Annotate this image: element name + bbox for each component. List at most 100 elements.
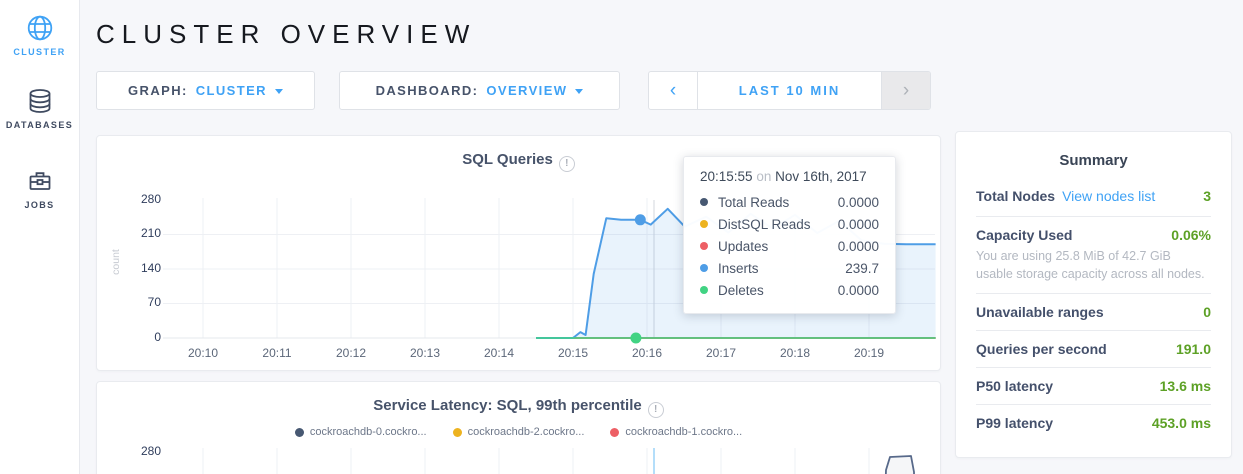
y-tick-label: 140 (140, 260, 161, 275)
info-icon[interactable]: ! (647, 402, 664, 418)
x-tick-label: 20:14 (483, 346, 515, 360)
view-nodes-list-link[interactable]: View nodes list (1062, 188, 1156, 204)
summary-row-capacity-used: Capacity Used 0.06% You are using 25.8 M… (976, 216, 1211, 293)
sidebar-item-label: JOBS (24, 200, 55, 210)
tooltip-row-value: 0.0000 (837, 238, 879, 254)
time-range-selector: ‹ LAST 10 MIN › (648, 71, 931, 110)
x-tick-label: 20:15 (557, 346, 589, 360)
summary-row-unavailable-ranges: Unavailable ranges 0 (976, 293, 1211, 330)
summary-row-label: Total Nodes (976, 188, 1056, 204)
sidebar-item-label: CLUSTER (13, 47, 66, 57)
node0-dot-icon (294, 427, 304, 437)
x-tick-label: 20:12 (335, 346, 367, 360)
tooltip-row: Updates 0.0000 (700, 235, 879, 257)
summary-row-value: 0 (1203, 304, 1211, 320)
service-latency-title: Service Latency: SQL, 99th percentile (373, 397, 642, 414)
x-tick-label: 20:16 (631, 346, 663, 360)
summary-row-value: 0.06% (1171, 227, 1211, 243)
tooltip-row: Deletes 0.0000 (700, 279, 879, 301)
total-reads-dot-icon (700, 198, 708, 206)
x-tick-label: 20:10 (187, 346, 219, 360)
node2-dot-icon (452, 427, 462, 437)
graph-dropdown-label: GRAPH: (128, 83, 188, 98)
briefcase-icon (29, 172, 50, 190)
chart-hover-tooltip: 20:15:55 on Nov 16th, 2017 Total Reads 0… (683, 156, 896, 314)
chevron-down-icon (274, 88, 283, 94)
legend-label: cockroachdb-1.cockro... (625, 426, 743, 438)
summary-row-queries-per-second: Queries per second 191.0 (976, 330, 1211, 367)
tooltip-row-label: Total Reads (718, 194, 790, 210)
chart-legend: cockroachdb-0.cockro... cockroachdb-2.co… (97, 426, 940, 438)
distsql-reads-dot-icon (700, 220, 708, 228)
graph-dropdown-value: CLUSTER (195, 83, 267, 98)
globe-icon (27, 15, 52, 41)
summary-row-p99-latency: P99 latency 453.0 ms (976, 404, 1211, 441)
tooltip-row: DistSQL Reads 0.0000 (700, 213, 879, 235)
y-tick-label: 210 (140, 226, 161, 241)
time-range-value[interactable]: LAST 10 MIN (697, 72, 882, 109)
updates-dot-icon (700, 242, 708, 250)
inserts-dot-icon (700, 264, 708, 272)
summary-row-label: Unavailable ranges (976, 304, 1104, 320)
summary-row-label: Queries per second (976, 341, 1107, 357)
legend-item-node0[interactable]: cockroachdb-0.cockro... (294, 426, 427, 438)
tooltip-on: on (756, 169, 772, 184)
chart-title: SQL Queries! (97, 136, 940, 172)
tooltip-row-value: 0.0000 (837, 282, 879, 298)
tooltip-time: 20:15:55 (700, 169, 753, 184)
summary-row-value: 191.0 (1175, 341, 1211, 357)
tooltip-row-value: 239.7 (845, 260, 879, 276)
y-tick-label: 0 (154, 330, 161, 344)
tooltip-row-label: Deletes (718, 282, 764, 298)
x-tick-label: 20:17 (705, 346, 737, 360)
summary-row-label: P99 latency (976, 415, 1054, 431)
deletes-dot-icon (700, 286, 708, 294)
dashboard-dropdown[interactable]: DASHBOARD: OVERVIEW (339, 71, 620, 110)
node1-dot-icon (610, 427, 620, 437)
legend-label: cockroachdb-2.cockro... (467, 426, 585, 438)
time-range-prev-button[interactable]: ‹ (669, 79, 677, 101)
summary-row-value: 3 (1203, 188, 1211, 204)
y-tick-label: 70 (147, 295, 161, 310)
x-tick-label: 20:13 (409, 346, 441, 360)
y-tick-label: 280 (140, 444, 161, 458)
hover-marker-inserts (634, 214, 646, 226)
tooltip-row-label: DistSQL Reads (718, 216, 811, 232)
summary-row-label: P50 latency (976, 378, 1054, 394)
sidebar-item-jobs[interactable]: JOBS (0, 166, 79, 210)
tooltip-row-value: 0.0000 (837, 216, 879, 232)
y-tick-label: 280 (140, 191, 161, 206)
summary-row-total-nodes: Total Nodes View nodes list 3 (976, 178, 1211, 216)
x-tick-label: 20:11 (262, 346, 292, 360)
legend-label: cockroachdb-0.cockro... (309, 426, 427, 438)
x-tick-label: 20:18 (779, 346, 811, 360)
service-latency-chart-card: Service Latency: SQL, 99th percentile! c… (96, 381, 941, 474)
tooltip-date: Nov 16th, 2017 (775, 169, 867, 184)
sidebar: CLUSTER DATABASES (0, 0, 80, 474)
page-title: CLUSTER OVERVIEW (96, 19, 477, 49)
sidebar-item-cluster[interactable]: CLUSTER (0, 13, 79, 57)
legend-item-node1[interactable]: cockroachdb-1.cockro... (610, 426, 742, 438)
tooltip-timestamp: 20:15:55 on Nov 16th, 2017 (700, 169, 879, 184)
hover-marker-deletes (630, 332, 642, 344)
summary-panel: Summary Total Nodes View nodes list 3 Cap… (955, 131, 1232, 458)
legend-item-node2[interactable]: cockroachdb-2.cockro... (452, 426, 585, 438)
database-icon (29, 89, 50, 113)
tooltip-row: Inserts 239.7 (700, 257, 879, 279)
chevron-down-icon (575, 88, 584, 94)
chart-title: Service Latency: SQL, 99th percentile! (97, 382, 940, 418)
time-range-next-button[interactable]: › (882, 72, 930, 109)
summary-row-value: 453.0 ms (1151, 415, 1211, 431)
capacity-used-subtext: You are using 25.8 MiB of 42.7 GiB usabl… (976, 249, 1205, 281)
sidebar-item-databases[interactable]: DATABASES (0, 86, 79, 130)
service-latency-plot[interactable] (97, 382, 942, 474)
x-tick-label: 20:19 (853, 346, 885, 360)
tooltip-row-label: Updates (718, 238, 769, 254)
info-icon[interactable]: ! (558, 156, 575, 172)
dashboard-dropdown-label: DASHBOARD: (375, 83, 479, 98)
graph-dropdown[interactable]: GRAPH: CLUSTER (96, 71, 315, 110)
dashboard-dropdown-value: OVERVIEW (486, 83, 568, 98)
tooltip-row: Total Reads 0.0000 (700, 191, 879, 213)
sidebar-item-label: DATABASES (5, 120, 74, 130)
